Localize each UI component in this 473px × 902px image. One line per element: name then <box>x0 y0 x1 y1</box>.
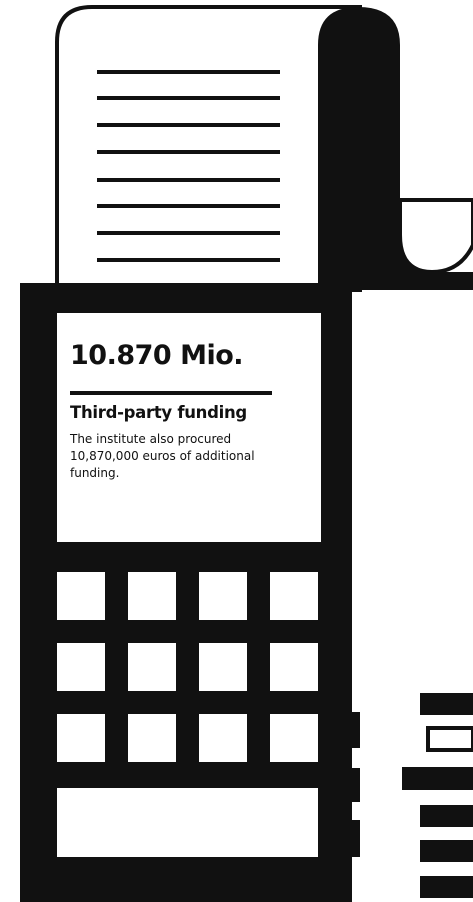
receipt-lines <box>97 70 280 262</box>
coin-stack <box>402 693 473 898</box>
keypad <box>57 572 318 857</box>
figure-value: 10.870 Mio. <box>70 340 244 371</box>
receipt-roll <box>318 7 473 290</box>
figure-label: Third-party funding <box>70 403 247 422</box>
receipt-curl <box>398 198 473 275</box>
figure-description: The institute also procured 10,870,000 e… <box>70 432 255 480</box>
terminal-screen <box>57 313 321 542</box>
receipt-paper <box>55 5 362 292</box>
side-buttons <box>350 712 360 857</box>
